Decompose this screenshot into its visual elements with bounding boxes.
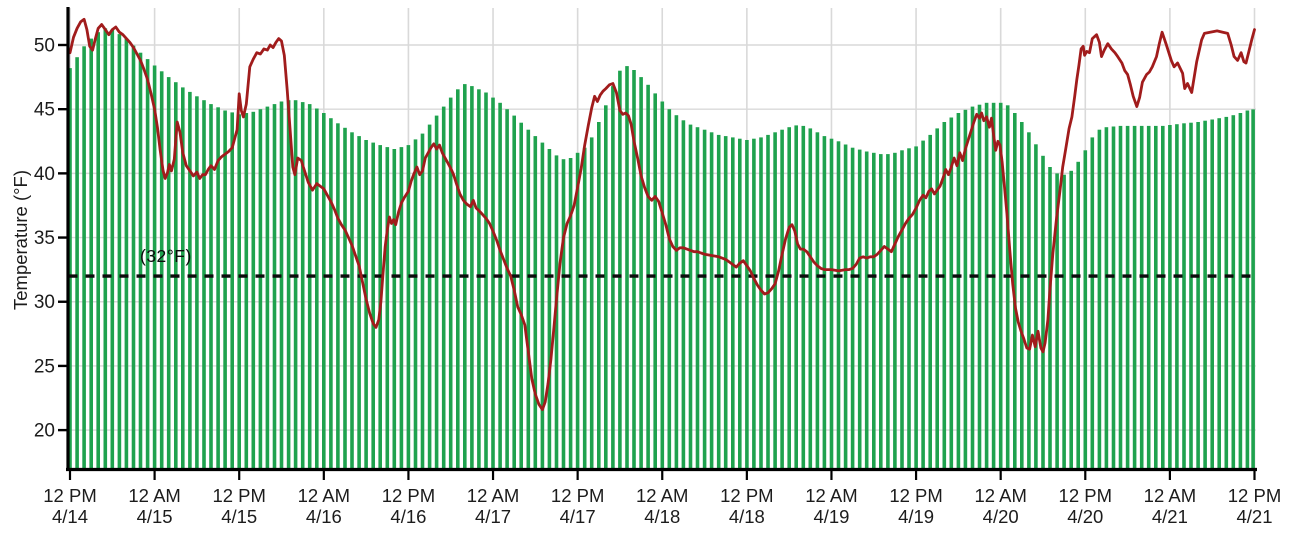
x-axis-ticks [68,470,1256,480]
x-tick-date: 4/15 [137,506,173,527]
y-axis-title: Temperature (°F) [10,169,31,311]
x-tick-date: 4/18 [729,506,765,527]
forecast-bars [68,28,1255,469]
x-tick-date: 4/19 [898,506,934,527]
y-tick-label: 50 [34,36,55,57]
y-tick-label: 40 [34,164,55,185]
y-tick-label: 25 [34,356,55,377]
x-tick-time: 12 AM [636,485,688,506]
y-tick-labels: 20 25 30 35 40 45 50 [34,36,55,442]
x-tick-date: 4/21 [1152,506,1188,527]
x-tick-time: 12 PM [212,485,265,506]
x-tick-date: 4/14 [52,506,88,527]
x-tick-date: 4/15 [221,506,257,527]
x-tick-date: 4/20 [1067,506,1103,527]
x-tick-date: 4/16 [390,506,426,527]
y-tick-label: 30 [34,292,55,313]
x-tick-date: 4/17 [560,506,596,527]
x-tick-date: 4/18 [644,506,680,527]
x-tick-time: 12 AM [974,485,1026,506]
x-tick-date: 4/21 [1236,506,1272,527]
y-axis-ticks [58,43,67,432]
x-tick-time: 12 AM [298,485,350,506]
observed-temperature-line [68,17,1256,411]
x-tick-time: 12 PM [889,485,942,506]
x-tick-date: 4/19 [813,506,849,527]
x-tick-time: 12 PM [43,485,96,506]
x-tick-time: 12 AM [467,485,519,506]
x-tick-time: 12 AM [1144,485,1196,506]
x-tick-date: 4/17 [475,506,511,527]
axes [66,7,1257,472]
y-tick-label: 45 [34,100,55,121]
x-tick-date: 4/16 [306,506,342,527]
x-tick-time: 12 AM [805,485,857,506]
x-tick-time: 12 PM [551,485,604,506]
x-tick-time: 12 PM [382,485,435,506]
freeze-line-label: (32°F) [140,246,192,266]
x-tick-time: 12 PM [720,485,773,506]
x-tick-time: 12 PM [1059,485,1112,506]
x-tick-date: 4/20 [983,506,1019,527]
y-tick-label: 35 [34,228,55,249]
y-tick-label: 20 [34,421,55,442]
x-tick-time: 12 AM [128,485,180,506]
x-tick-time: 12 PM [1228,485,1281,506]
